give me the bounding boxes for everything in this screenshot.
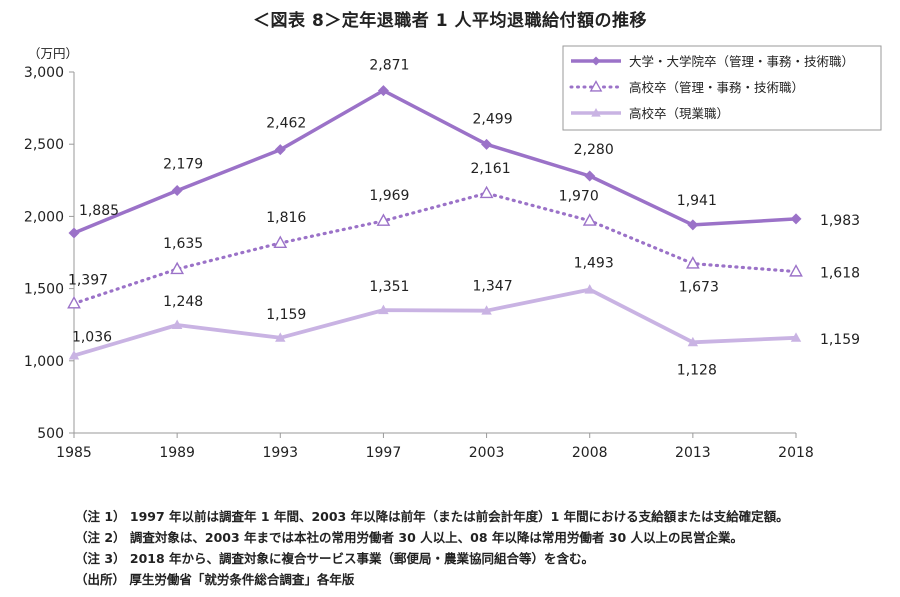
x-tick-label: 1985 xyxy=(56,445,92,461)
data-label: 1,816 xyxy=(266,210,306,226)
data-label: 1,347 xyxy=(473,279,513,295)
x-tick-label: 1993 xyxy=(262,445,298,461)
x-tick-label: 2013 xyxy=(675,445,711,461)
data-point xyxy=(67,296,81,309)
note-2: （注 2） 調査対象は、2003 年までは本社の常用労働者 30 人以上、08 … xyxy=(75,530,743,545)
y-tick-label: 2,000 xyxy=(24,209,64,225)
footnotes: （注 1） 1997 年以前は調査年 1 年間、2003 年以降は前年（または前… xyxy=(75,506,789,590)
data-label: 1,969 xyxy=(369,188,409,204)
data-point xyxy=(378,304,389,315)
data-label: 1,248 xyxy=(163,294,203,310)
series-line-2 xyxy=(73,287,797,358)
data-point xyxy=(790,332,802,342)
y-unit-label: （万円） xyxy=(28,46,78,61)
data-label: 1,397 xyxy=(68,272,108,288)
x-tick-label: 2018 xyxy=(778,445,814,461)
data-point xyxy=(275,332,286,342)
data-point xyxy=(274,144,286,156)
y-tick-label: 1,000 xyxy=(24,354,64,370)
data-point xyxy=(479,185,494,199)
legend-label-0: 大学・大学院卒（管理・事務・技術職） xyxy=(629,54,854,69)
data-point xyxy=(687,219,699,231)
data-label: 2,179 xyxy=(163,157,203,173)
data-point xyxy=(377,85,389,97)
legend-marker-2 xyxy=(591,108,601,117)
legend-label-2: 高校卒（現業職） xyxy=(629,106,729,121)
data-point xyxy=(685,256,700,269)
data-label: 1,941 xyxy=(677,193,717,209)
data-point xyxy=(171,319,183,329)
data-point xyxy=(790,213,802,225)
data-point xyxy=(68,350,80,360)
legend-label-1: 高校卒（管理・事務・技術職） xyxy=(629,80,804,95)
data-point xyxy=(273,235,288,248)
data-label: 1,493 xyxy=(574,256,614,272)
data-label: 1,970 xyxy=(559,189,599,205)
data-point xyxy=(170,261,185,275)
chart-title: ＜図表 8＞定年退職者 1 人平均退職給付額の推移 xyxy=(253,11,647,31)
line-chart: 3,000 2,500 2,000 1,500 1,000 500 （万円） 1985 1989… xyxy=(24,45,882,461)
data-label: 1,618 xyxy=(820,266,860,282)
data-label: 2,499 xyxy=(473,111,513,127)
data-point xyxy=(687,336,699,347)
data-label: 2,462 xyxy=(266,116,306,132)
data-label: 1,635 xyxy=(163,236,203,252)
source-note: （出所） 厚生労働省「就労条件総合調査」各年版 xyxy=(75,572,355,587)
y-tick-label: 2,500 xyxy=(24,137,64,153)
data-point xyxy=(789,264,803,277)
data-label: 1,673 xyxy=(679,280,719,296)
data-label: 2,280 xyxy=(574,142,614,158)
x-tick-label: 2003 xyxy=(469,445,505,461)
data-label: 1,128 xyxy=(677,362,717,378)
data-point xyxy=(68,227,80,239)
data-label: 1,159 xyxy=(266,307,306,323)
data-label: 1,036 xyxy=(72,330,112,346)
data-label: 1,885 xyxy=(79,203,119,219)
data-label: 1,351 xyxy=(369,279,409,295)
data-point xyxy=(584,170,596,182)
note-1: （注 1） 1997 年以前は調査年 1 年間、2003 年以降は前年（または前… xyxy=(75,509,789,524)
data-point xyxy=(584,284,595,294)
data-label: 2,161 xyxy=(471,161,511,177)
data-label: 2,871 xyxy=(369,58,409,74)
series-line-0 xyxy=(73,88,797,235)
x-tick-label: 2008 xyxy=(572,445,608,461)
data-point xyxy=(582,213,597,226)
y-tick-label: 500 xyxy=(37,426,64,442)
legend-marker-0 xyxy=(591,56,601,66)
data-label: 1,159 xyxy=(820,332,860,348)
note-3: （注 3） 2018 年から、調査対象に複合サービス事業（郵便局・農業協同組合等… xyxy=(75,551,595,566)
legend-marker-1 xyxy=(589,80,603,92)
data-point xyxy=(481,138,493,150)
y-tick-label: 1,500 xyxy=(24,282,64,298)
x-tick-label: 1997 xyxy=(366,445,402,461)
y-tick-label: 3,000 xyxy=(24,65,64,81)
data-label: 1,983 xyxy=(820,213,860,229)
data-point xyxy=(481,305,492,315)
x-tick-label: 1989 xyxy=(159,445,195,461)
data-point xyxy=(376,213,391,226)
data-point xyxy=(171,185,183,197)
